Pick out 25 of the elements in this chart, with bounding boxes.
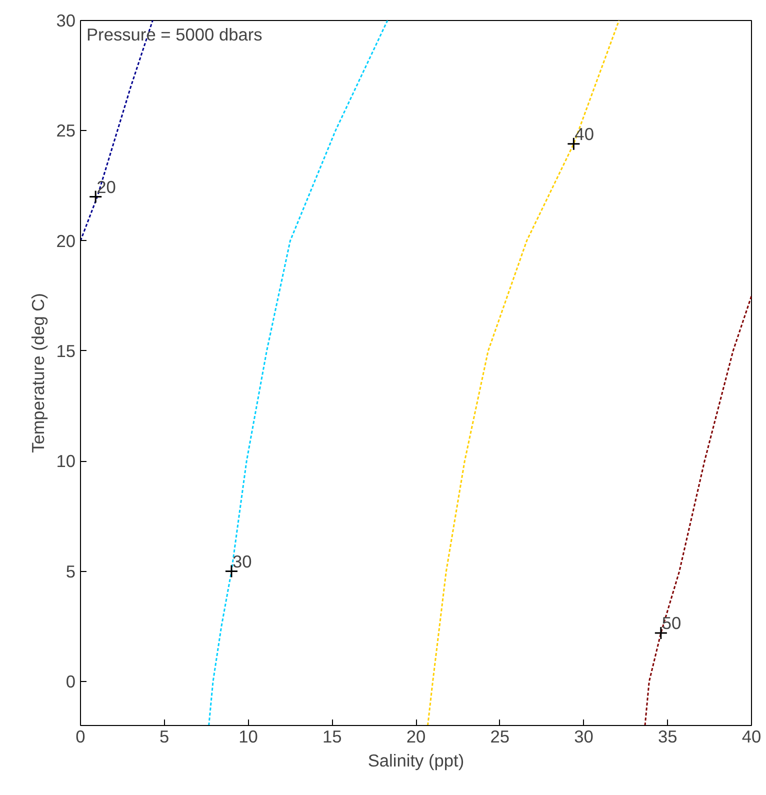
y-tick-label: 25: [56, 120, 76, 141]
y-tick-label: 30: [56, 10, 76, 30]
line-series: [426, 20, 620, 726]
x-tick-label: 25: [490, 726, 510, 746]
x-tick-label: 30: [574, 726, 594, 746]
annotation: 40: [574, 124, 594, 144]
y-tick-label: 20: [56, 230, 76, 251]
x-axis-title: Salinity (ppt): [368, 750, 464, 770]
annotation: 30: [232, 551, 252, 572]
x-tick-label: 15: [322, 726, 342, 746]
annotation: Pressure = 5000 dbars: [86, 24, 263, 44]
y-tick-label: 10: [56, 451, 76, 472]
x-tick-label: 35: [658, 726, 678, 746]
x-tick-label: 40: [742, 726, 762, 746]
x-tick-label: 10: [238, 726, 258, 746]
annotation: 20: [96, 176, 116, 197]
x-tick-label: 5: [160, 726, 170, 746]
y-tick-label: 5: [66, 561, 76, 582]
line-series: [644, 295, 752, 726]
y-tick-label: 0: [66, 671, 76, 692]
line-series: [80, 20, 154, 242]
annotation: 50: [662, 612, 682, 633]
y-tick-label: 15: [56, 340, 76, 361]
x-tick-label: 20: [406, 726, 426, 746]
y-axis-title: Temperature (deg C): [28, 293, 48, 453]
